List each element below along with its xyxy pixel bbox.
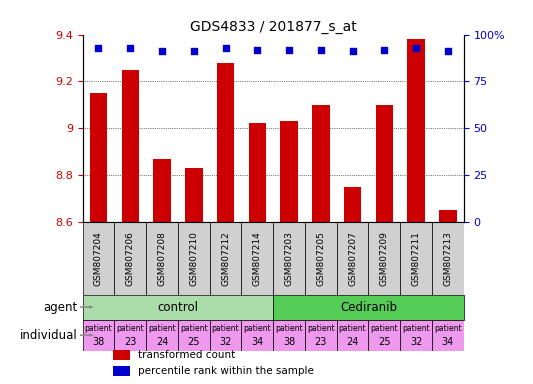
Text: agent: agent <box>43 301 77 314</box>
Bar <box>217 63 235 222</box>
Text: GSM807206: GSM807206 <box>126 231 135 286</box>
Text: 23: 23 <box>314 337 327 347</box>
Text: patient: patient <box>180 324 207 333</box>
Bar <box>178 222 209 295</box>
Text: individual: individual <box>20 329 77 342</box>
Text: GSM807203: GSM807203 <box>285 231 294 286</box>
Bar <box>400 319 432 351</box>
Text: GSM807211: GSM807211 <box>411 231 421 286</box>
Text: 34: 34 <box>251 337 263 347</box>
Text: 25: 25 <box>378 337 391 347</box>
Point <box>317 46 325 53</box>
Text: 38: 38 <box>92 337 104 347</box>
Bar <box>178 319 209 351</box>
Text: patient: patient <box>434 324 462 333</box>
Text: GSM807205: GSM807205 <box>316 231 325 286</box>
Point <box>221 45 230 51</box>
Text: GSM807214: GSM807214 <box>253 231 262 286</box>
Point <box>380 46 389 53</box>
Bar <box>305 319 337 351</box>
Text: patient: patient <box>275 324 303 333</box>
Text: GSM807210: GSM807210 <box>189 231 198 286</box>
Text: patient: patient <box>307 324 335 333</box>
Bar <box>113 366 130 376</box>
Text: Cediranib: Cediranib <box>340 301 397 314</box>
Bar <box>90 93 107 222</box>
Text: 23: 23 <box>124 337 136 347</box>
Bar <box>337 319 368 351</box>
Bar <box>248 124 266 222</box>
Text: patient: patient <box>116 324 144 333</box>
Bar <box>273 222 305 295</box>
Text: GSM807212: GSM807212 <box>221 231 230 286</box>
Bar <box>209 222 241 295</box>
Bar <box>241 319 273 351</box>
Text: 25: 25 <box>188 337 200 347</box>
Text: patient: patient <box>339 324 366 333</box>
Point <box>158 48 166 55</box>
Text: patient: patient <box>402 324 430 333</box>
Bar <box>146 319 178 351</box>
Text: control: control <box>157 301 198 314</box>
Bar <box>154 159 171 222</box>
Bar <box>432 222 464 295</box>
Bar <box>344 187 361 222</box>
Bar <box>337 222 368 295</box>
Text: GSM807207: GSM807207 <box>348 231 357 286</box>
Text: 34: 34 <box>442 337 454 347</box>
Text: GSM807209: GSM807209 <box>380 231 389 286</box>
Bar <box>273 295 464 319</box>
Point <box>412 45 421 51</box>
Bar <box>273 319 305 351</box>
Point <box>443 48 452 55</box>
Text: GSM807208: GSM807208 <box>158 231 166 286</box>
Text: patient: patient <box>212 324 239 333</box>
Bar <box>83 222 115 295</box>
Text: 32: 32 <box>410 337 422 347</box>
Bar <box>122 70 139 222</box>
Bar <box>115 222 146 295</box>
Text: 24: 24 <box>346 337 359 347</box>
Bar <box>115 319 146 351</box>
Bar <box>83 295 273 319</box>
Bar <box>185 168 203 222</box>
Bar <box>376 105 393 222</box>
Bar <box>241 222 273 295</box>
Bar <box>439 210 457 222</box>
Point <box>126 45 134 51</box>
Bar <box>407 39 425 222</box>
Bar <box>368 222 400 295</box>
Point <box>348 48 357 55</box>
Bar <box>113 350 130 360</box>
Point <box>253 46 262 53</box>
Text: transformed count: transformed count <box>138 350 235 360</box>
Bar <box>432 319 464 351</box>
Text: patient: patient <box>370 324 398 333</box>
Point <box>285 46 293 53</box>
Text: percentile rank within the sample: percentile rank within the sample <box>138 366 314 376</box>
Text: 38: 38 <box>283 337 295 347</box>
Text: patient: patient <box>148 324 176 333</box>
Text: 32: 32 <box>220 337 232 347</box>
Text: patient: patient <box>244 324 271 333</box>
Point <box>94 45 103 51</box>
Bar <box>280 121 298 222</box>
Bar <box>312 105 329 222</box>
Bar <box>368 319 400 351</box>
Text: 24: 24 <box>156 337 168 347</box>
Title: GDS4833 / 201877_s_at: GDS4833 / 201877_s_at <box>190 20 357 33</box>
Text: GSM807213: GSM807213 <box>443 231 453 286</box>
Text: patient: patient <box>85 324 112 333</box>
Bar <box>305 222 337 295</box>
Point <box>190 48 198 55</box>
Bar <box>400 222 432 295</box>
Bar <box>209 319 241 351</box>
Bar <box>146 222 178 295</box>
Bar <box>83 319 115 351</box>
Text: GSM807204: GSM807204 <box>94 231 103 286</box>
